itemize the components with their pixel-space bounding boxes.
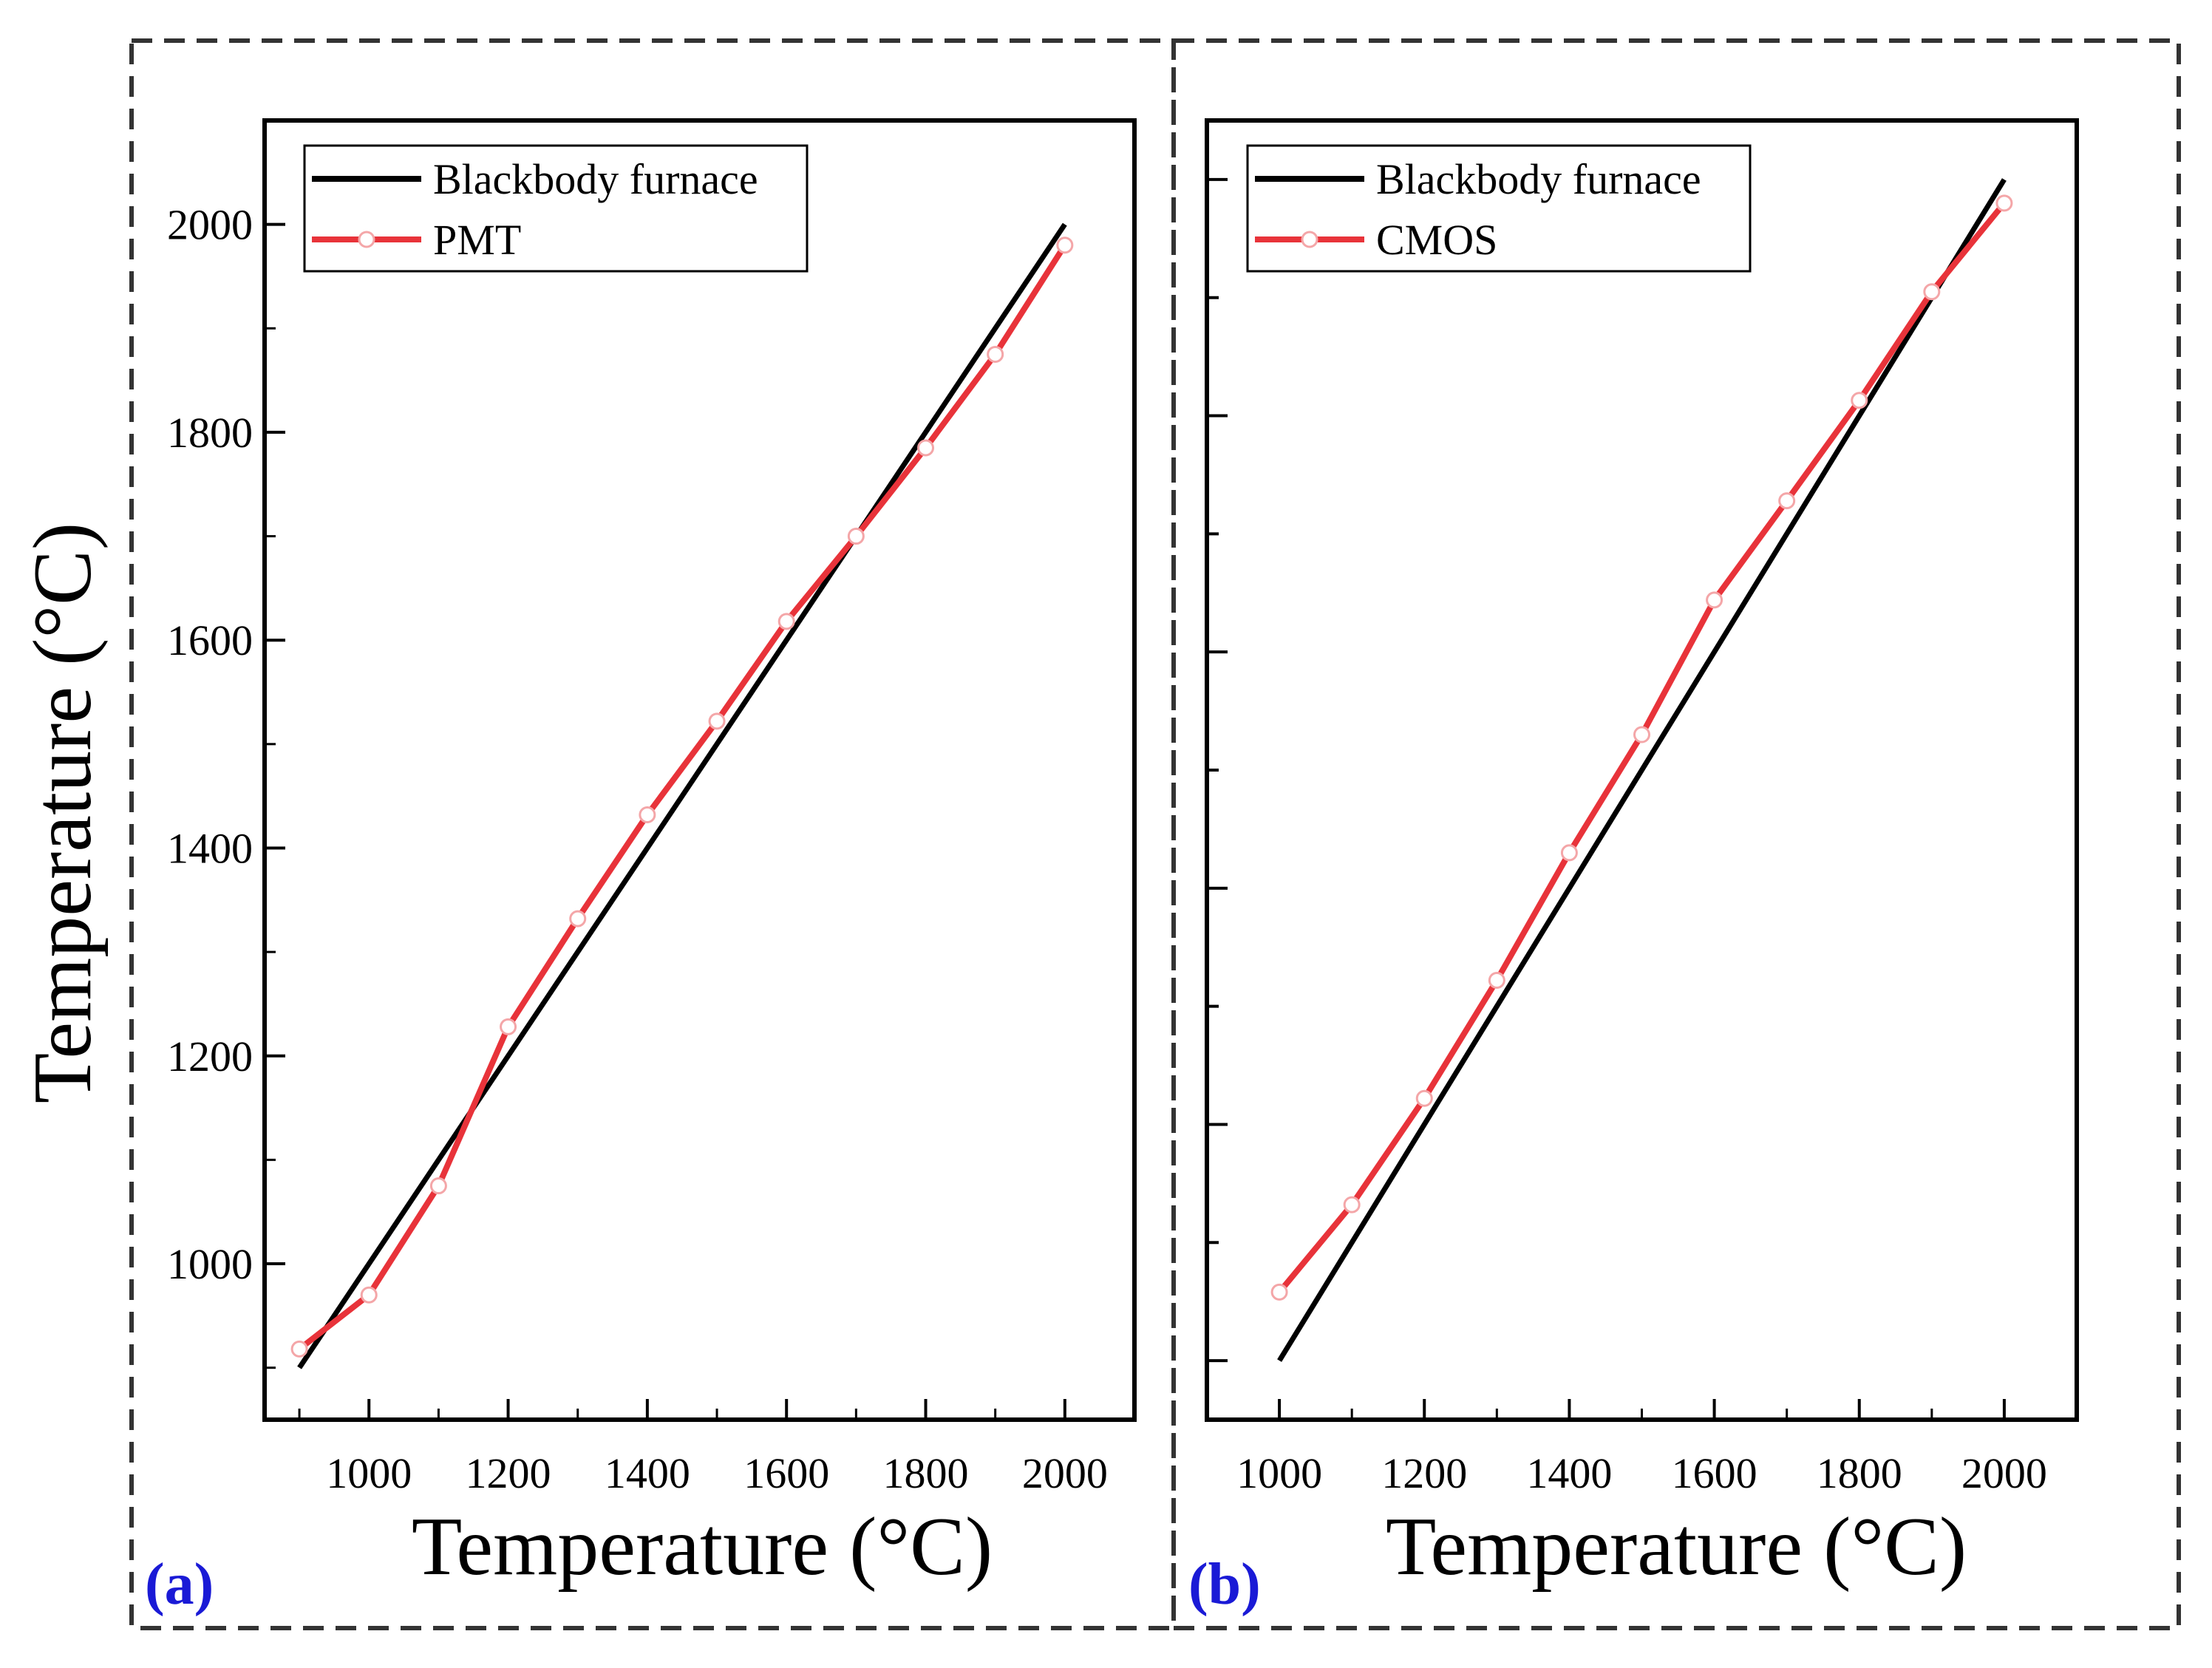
x-tick-label-b-1200: 1200 — [1381, 1449, 1467, 1497]
x-axis-label-b: Temperature (°C) — [1386, 1501, 1967, 1593]
x-tick-label-a-1200: 1200 — [466, 1449, 551, 1497]
series-b — [1270, 178, 2013, 1362]
point-b-cmos-1000 — [1270, 1283, 1288, 1301]
x-tick-label-a-1000: 1000 — [326, 1449, 412, 1497]
point-a-pmt-1700 — [847, 528, 865, 545]
y-tick-label-a-1400: 1400 — [167, 824, 253, 872]
y-tick-label-a-1800: 1800 — [167, 409, 253, 457]
series-line-b-cmos — [1277, 201, 2007, 1294]
y-tick-label-a-2000: 2000 — [167, 201, 253, 249]
x-tick-label-b-1400: 1400 — [1526, 1449, 1612, 1497]
legend-a: Blackbody furnace PMT — [303, 144, 809, 273]
x-tick-label-b-2000: 2000 — [1961, 1449, 2047, 1497]
y-tick-label-a-1000: 1000 — [167, 1240, 253, 1288]
legend-label-blackbody-b: Blackbody furnace — [1376, 155, 1701, 203]
point-a-pmt-1800 — [917, 439, 935, 457]
axis-ticks-b: 1000 1200 1400 1600 1800 2000 — [1205, 177, 2078, 1497]
x-tick-label-a-2000: 2000 — [1022, 1449, 1108, 1497]
panel-b: 1000 1200 1400 1600 1800 2000 Blackbody furna… — [1188, 118, 2079, 1617]
series-a — [290, 222, 1074, 1369]
point-a-pmt-1300 — [569, 910, 587, 927]
point-a-pmt-2000 — [1056, 236, 1074, 254]
legend-marker-pmt-a — [358, 231, 375, 248]
axis-ticks-a: 1000 1200 1400 1600 1800 2000 1000 1200 1400 1600… — [167, 119, 1136, 1497]
point-b-cmos-1900 — [1923, 283, 1941, 301]
point-a-pmt-1600 — [777, 613, 795, 630]
x-tick-label-a-1600: 1600 — [743, 1449, 829, 1497]
point-b-cmos-1300 — [1488, 971, 1505, 989]
legend-box-a — [303, 144, 809, 273]
point-a-pmt-1000 — [360, 1286, 378, 1304]
series-line-b-blackbody-furnace — [1277, 178, 2007, 1362]
point-b-cmos-2000 — [1995, 194, 2013, 212]
x-axis-label-a: Temperature (°C) — [412, 1501, 993, 1593]
point-a-pmt-1100 — [429, 1177, 447, 1195]
series-line-a-pmt — [297, 243, 1068, 1352]
panel-a-frame — [129, 38, 1176, 1630]
point-b-cmos-1800 — [1851, 392, 1868, 409]
legend-b: Blackbody furnace CMOS — [1246, 144, 1752, 273]
series-line-a-blackbody-furnace — [297, 222, 1067, 1369]
point-b-cmos-1100 — [1343, 1196, 1361, 1213]
point-a-pmt-1500 — [708, 712, 726, 730]
panel-label-b: (b) — [1188, 1552, 1261, 1617]
point-b-cmos-1400 — [1560, 844, 1578, 862]
point-a-pmt-900 — [290, 1340, 308, 1358]
legend-label-pmt-a: PMT — [433, 216, 521, 264]
panel-a: 1000 1200 1400 1600 1800 2000 1000 1200 1400 1600… — [17, 118, 1137, 1617]
panel-label-a: (a) — [145, 1552, 214, 1617]
panel-b-frame — [1171, 38, 2181, 1630]
point-b-cmos-1500 — [1633, 726, 1650, 743]
point-a-pmt-1900 — [987, 345, 1004, 363]
legend-marker-cmos-b — [1301, 231, 1318, 248]
x-tick-label-b-1800: 1800 — [1817, 1449, 1902, 1497]
x-tick-label-b-1000: 1000 — [1236, 1449, 1322, 1497]
point-b-cmos-1700 — [1778, 492, 1796, 510]
point-a-pmt-1400 — [639, 806, 656, 823]
point-b-cmos-1200 — [1415, 1089, 1433, 1107]
point-a-pmt-1200 — [500, 1018, 517, 1035]
y-axis-label-a: Temperature (°C) — [17, 522, 109, 1103]
y-tick-label-a-1600: 1600 — [167, 616, 253, 664]
legend-label-blackbody-a: Blackbody furnace — [433, 155, 758, 203]
legend-box-b — [1246, 144, 1752, 273]
point-b-cmos-1600 — [1706, 591, 1723, 609]
x-tick-label-a-1400: 1400 — [605, 1449, 690, 1497]
x-tick-label-b-1600: 1600 — [1672, 1449, 1757, 1497]
legend-label-cmos-b: CMOS — [1376, 216, 1497, 264]
y-tick-label-a-1200: 1200 — [167, 1032, 253, 1080]
x-tick-label-a-1800: 1800 — [883, 1449, 969, 1497]
plot-area-a — [262, 118, 1137, 1422]
